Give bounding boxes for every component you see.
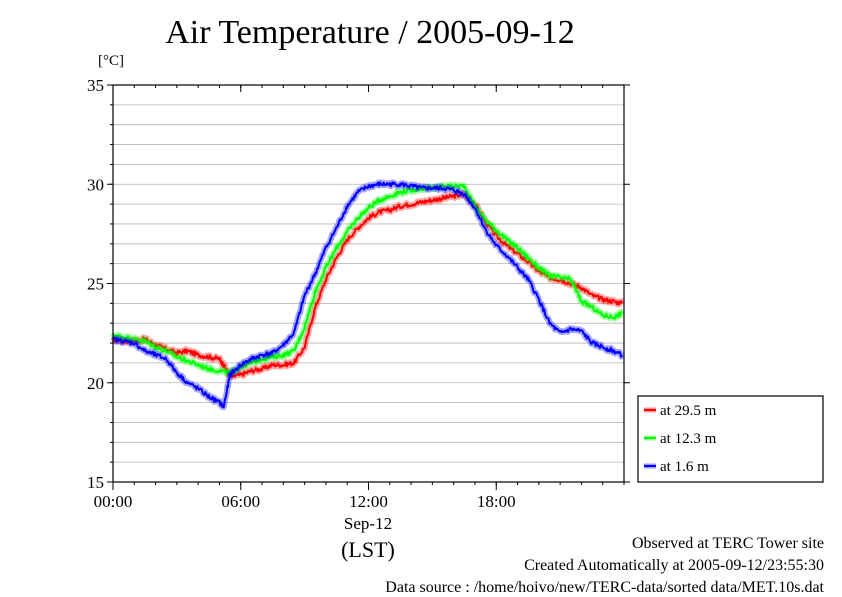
y-axis-unit-label: [°C] [98, 53, 124, 69]
x-tick-label: 12:00 [349, 492, 388, 511]
legend-box [637, 395, 824, 483]
x-tick-label: 18:00 [477, 492, 516, 511]
y-tick-label: 35 [87, 76, 104, 95]
series-line [112, 192, 623, 378]
x-axis-date-label: Sep-12 [343, 514, 393, 533]
chart-title: Air Temperature / 2005-09-12 [165, 14, 575, 51]
x-tick-label: 06:00 [221, 492, 260, 511]
x-axis-title: (LST) [341, 537, 395, 562]
x-tick-label: 00:00 [94, 492, 133, 511]
y-tick-label: 20 [87, 374, 104, 393]
series-line [112, 183, 623, 375]
series-lines [110, 179, 625, 411]
footer-site-note: Observed at TERC Tower site [631, 535, 824, 552]
y-tick-label: 15 [87, 473, 104, 492]
legend: at 29.5 m at 12.3 m at 1.6 m [637, 395, 824, 483]
series-line-glow [110, 190, 625, 380]
y-tick-label: 30 [87, 175, 104, 194]
series-line [112, 181, 623, 409]
legend-label: at 12.3 m [660, 431, 717, 447]
footer-source-note: Data source : /home/hoivo/new/TERC-data/… [385, 579, 824, 596]
series-line-glow [110, 181, 625, 377]
legend-label: at 1.6 m [660, 459, 709, 475]
y-tick-label: 25 [87, 275, 104, 294]
axes: 15 20 25 30 35 00:00 06:00 12:00 18:00 [87, 76, 630, 511]
grid-lines [113, 104, 624, 463]
footer-created-note: Created Automatically at 2005-09-12/23:5… [524, 557, 824, 574]
legend-label: at 29.5 m [660, 403, 717, 419]
